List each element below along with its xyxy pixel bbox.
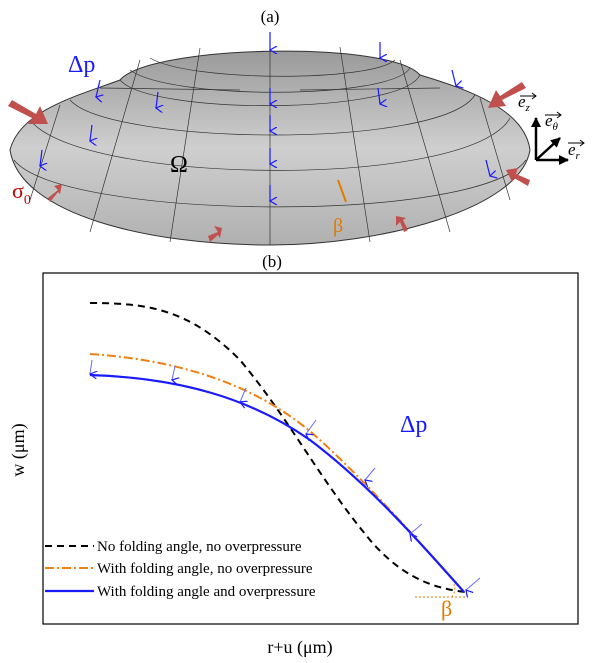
legend-entry: With folding angle, no overpressure [97, 561, 313, 577]
basis-label: er [568, 140, 581, 162]
basis-label: eθ [545, 111, 559, 133]
tension-label: σ0 [12, 178, 31, 208]
x-axis-label: r+u (μm) [267, 637, 332, 658]
angle-arrow [337, 179, 347, 203]
legend-entry: No folding angle, no overpressure [97, 539, 302, 555]
angle-label: β [333, 215, 343, 237]
pressure-arrows [40, 32, 490, 201]
pressure-arrows [90, 359, 481, 590]
basis: ez eθ er [518, 92, 585, 165]
plot-frame [42, 272, 579, 625]
angle-arc [451, 583, 456, 598]
tension-arrows [8, 82, 530, 242]
curve-no-fold [89, 302, 466, 593]
panel-label: (a) [261, 7, 280, 26]
legend-entry: With folding angle and overpressure [97, 584, 316, 600]
legend: No folding angle, no overpressure With f… [45, 539, 316, 600]
basis-label: ez [518, 92, 531, 114]
pressure-label: Δp [68, 52, 95, 78]
domain-label: Ω [170, 152, 188, 178]
y-axis-label: w (μm) [8, 423, 29, 476]
curve-fold-pressure [89, 373, 465, 593]
angle-label: β [441, 596, 452, 621]
pressure-label: Δp [400, 412, 427, 438]
panel-label: (b) [262, 252, 282, 271]
curve-fold [89, 353, 465, 593]
